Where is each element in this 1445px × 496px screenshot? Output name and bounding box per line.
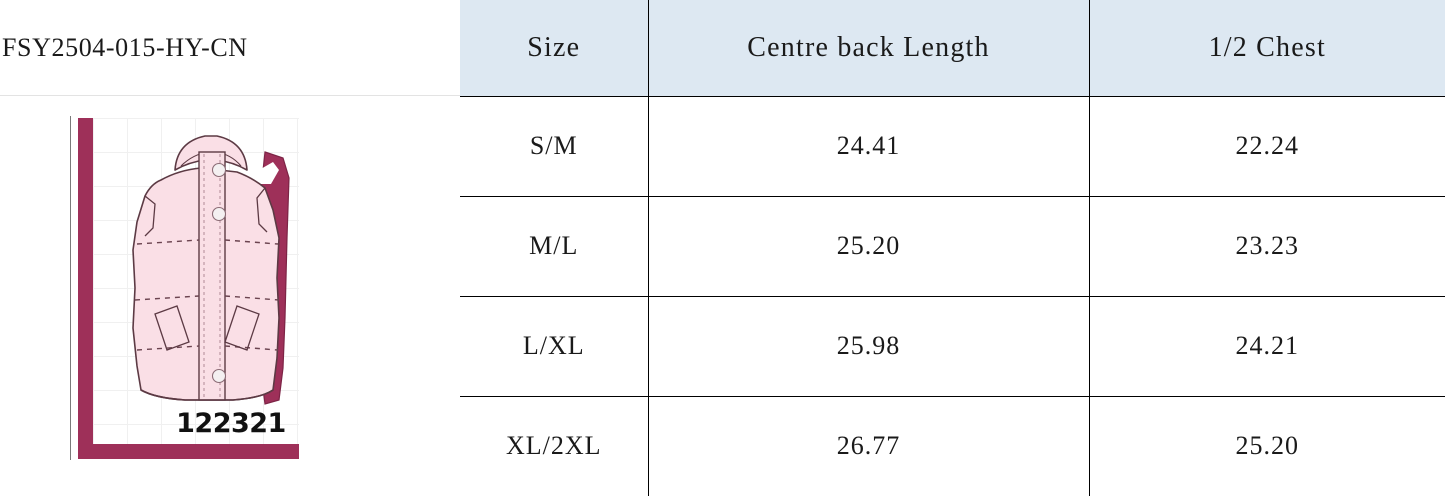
frame-left-bar xyxy=(78,118,93,459)
cell-half-chest: 22.24 xyxy=(1088,95,1445,197)
column-header-half-chest: 1/2 Chest xyxy=(1088,0,1445,97)
size-measurements-table: Size Centre back Length 1/2 Chest S/M 24… xyxy=(460,0,1445,496)
cell-centre-back-length: 25.98 xyxy=(647,295,1090,397)
style-code-label: FSY2504-015-HY-CN xyxy=(2,32,248,62)
panel-divider xyxy=(0,95,460,96)
table-row: S/M 24.41 22.24 xyxy=(460,95,1445,197)
puffer-vest-illustration xyxy=(132,135,290,405)
front-vest-shape xyxy=(132,135,280,401)
cell-centre-back-length: 26.77 xyxy=(647,395,1090,496)
cell-size: S/M xyxy=(460,95,649,197)
table-row: L/XL 25.98 24.21 xyxy=(460,295,1445,397)
cell-size: L/XL xyxy=(460,295,649,397)
table-row: M/L 25.20 23.23 xyxy=(460,195,1445,297)
table-row: XL/2XL 26.77 25.20 xyxy=(460,395,1445,496)
product-illustration: 122321 xyxy=(62,112,302,462)
cell-half-chest: 24.21 xyxy=(1088,295,1445,397)
article-number-label: 122321 xyxy=(176,408,286,439)
figure-vertical-rule xyxy=(70,116,71,460)
cell-centre-back-length: 25.20 xyxy=(647,195,1090,297)
cell-centre-back-length: 24.41 xyxy=(647,95,1090,197)
column-header-centre-back-length: Centre back Length xyxy=(647,0,1090,97)
cell-size: XL/2XL xyxy=(460,395,649,496)
frame-bottom-bar xyxy=(78,444,299,459)
column-header-size: Size xyxy=(460,0,649,97)
cell-size: M/L xyxy=(460,195,649,297)
cell-half-chest: 25.20 xyxy=(1088,395,1445,496)
table-header-row: Size Centre back Length 1/2 Chest xyxy=(460,0,1445,97)
product-panel: FSY2504-015-HY-CN xyxy=(0,0,460,496)
cell-half-chest: 23.23 xyxy=(1088,195,1445,297)
